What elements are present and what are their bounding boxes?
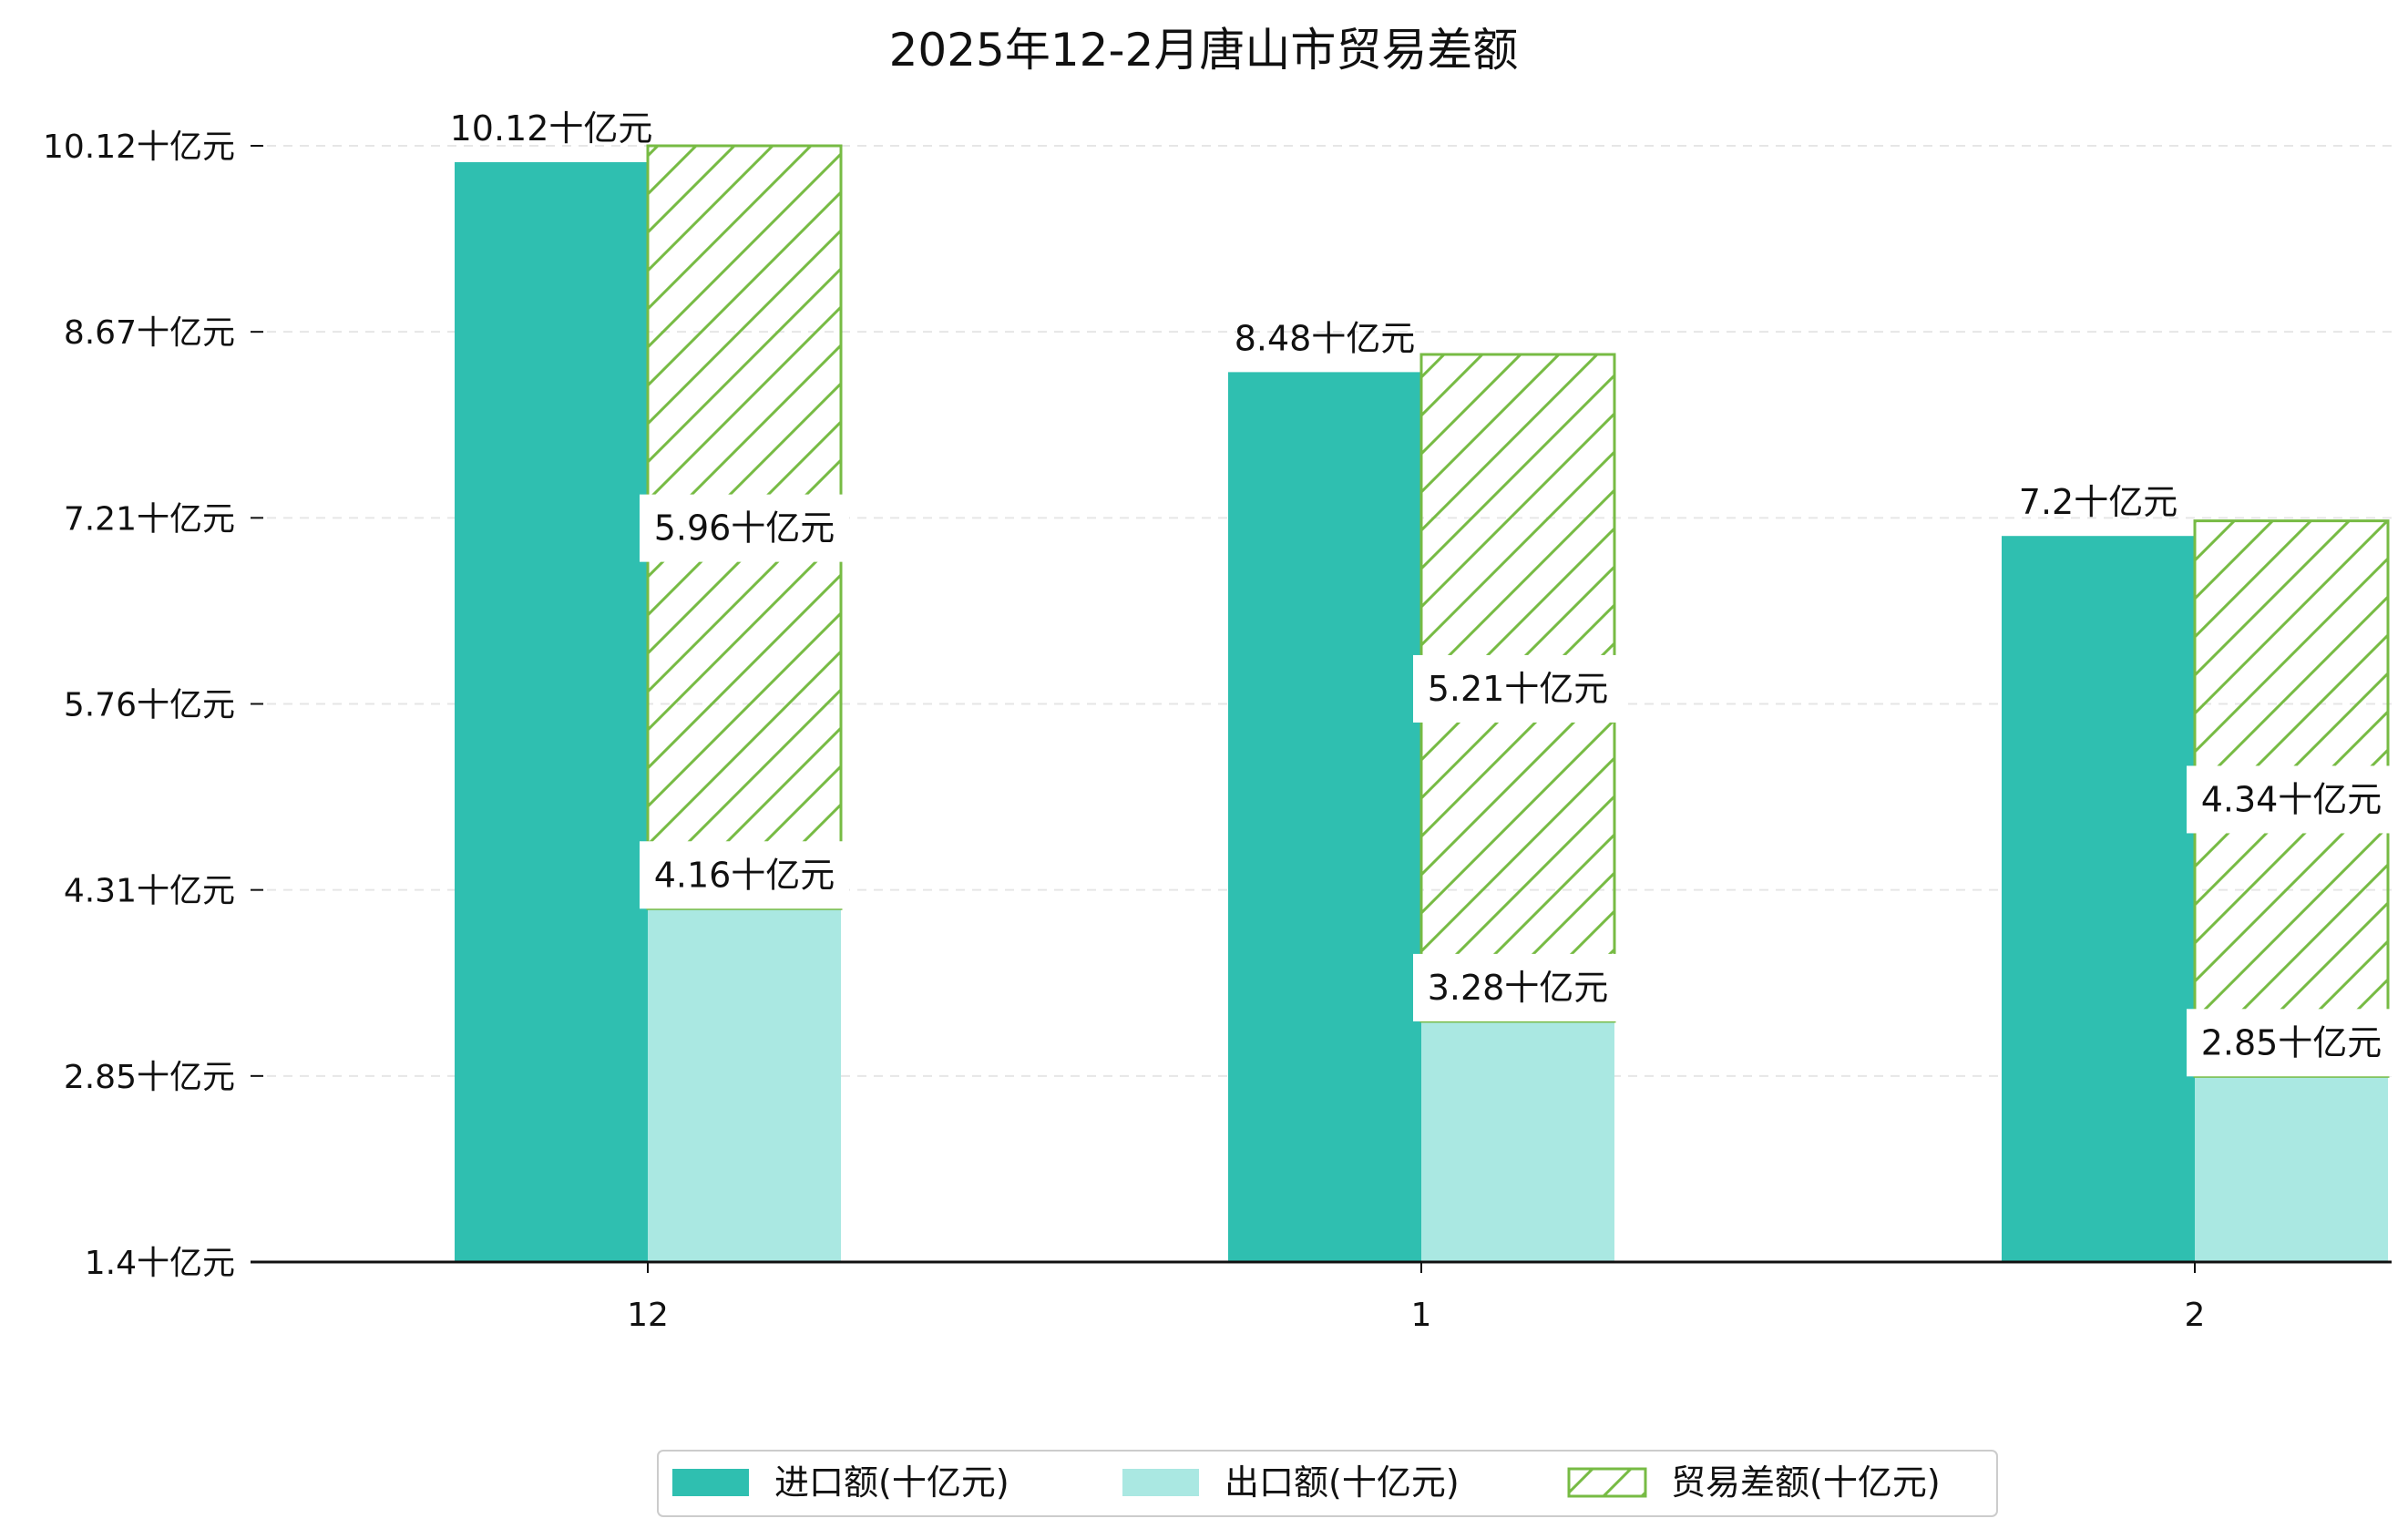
data-label: 3.28十亿元 [1428,968,1609,1008]
data-label-group: 7.2十亿元 [2019,482,2177,522]
legend-swatch [672,1469,749,1496]
data-label-group: 4.34十亿元 [2187,765,2396,834]
data-label-group: 4.16十亿元 [640,841,849,909]
data-label: 10.12十亿元 [450,108,653,149]
data-labels: 10.12十亿元 4.16十亿元 5.96十亿元 8.48十亿元 3.28十亿元 5.21… [450,108,2396,1077]
y-tick-label: 4.31十亿元 [64,873,235,910]
data-label-group: 3.28十亿元 [1413,953,1623,1021]
chart-title: 2025年12-2月唐山市贸易差额 [889,24,1519,77]
data-label-group: 5.96十亿元 [640,494,849,562]
data-label: 5.21十亿元 [1428,669,1609,709]
data-label-box [640,841,849,909]
y-tick-label: 10.12十亿元 [43,128,235,166]
data-label-box [2187,1009,2396,1077]
data-label: 7.2十亿元 [2019,482,2177,522]
import-bar [1228,372,1421,1263]
y-axis: 1.4十亿元 2.85十亿元 4.31十亿元 5.76十亿元 7.21十亿元 8.67十亿… [43,128,263,1282]
legend-swatch [1122,1469,1199,1496]
data-label: 4.16十亿元 [654,855,835,895]
data-label-group: 2.85十亿元 [2187,1009,2396,1077]
data-label-group: 5.21十亿元 [1413,654,1623,723]
legend-swatch [1567,1467,1647,1498]
y-tick-label: 7.21十亿元 [64,500,235,538]
data-label: 4.34十亿元 [2201,779,2382,819]
import-bar [455,162,648,1262]
y-tick-label: 1.4十亿元 [85,1245,235,1282]
legend: 进口额(十亿元) 出口额(十亿元) 贸易差额(十亿元) [657,1450,1998,1517]
data-label: 2.85十亿元 [2201,1022,2382,1062]
export-bar [2195,1076,2388,1262]
legend-item: 进口额(十亿元) [672,1462,1009,1503]
legend-item: 出口额(十亿元) [1122,1462,1460,1503]
x-axis: 12 1 2 [251,1260,2392,1334]
x-tick-label: 2 [2185,1297,2206,1334]
legend-box [657,1450,1998,1517]
data-label-group: 8.48十亿元 [1235,318,1416,358]
data-label-group: 10.12十亿元 [450,108,653,149]
y-tick-label: 8.67十亿元 [64,314,235,352]
legend-label: 进口额(十亿元) [774,1462,1009,1503]
import-bar [2002,536,2195,1262]
data-label-box [1413,654,1623,723]
x-tick-label: 12 [627,1297,669,1334]
data-label-box [1413,953,1623,1021]
legend-label: 出口额(十亿元) [1224,1462,1460,1503]
data-label-box [640,494,849,562]
y-tick-label: 5.76十亿元 [64,687,235,724]
legend-item: 贸易差额(十亿元) [1567,1462,1941,1503]
export-bar [648,908,841,1262]
data-label-box [2187,765,2396,834]
y-tick-label: 2.85十亿元 [64,1059,235,1096]
legend-label: 贸易差额(十亿元) [1671,1462,1941,1503]
x-tick-label: 1 [1411,1297,1432,1334]
export-bar [1421,1021,1614,1262]
data-label: 8.48十亿元 [1235,318,1416,358]
data-label: 5.96十亿元 [654,508,835,549]
